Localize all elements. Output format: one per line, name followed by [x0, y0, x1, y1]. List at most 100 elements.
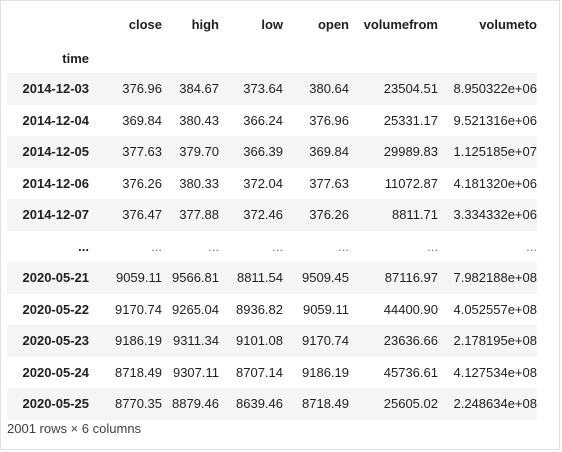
- column-header-close: close: [128, 16, 162, 32]
- cell-close: 377.63: [122, 144, 162, 160]
- table-row: 2020-05-25 8770.35 8879.46 8639.46 8718.49 25…: [7, 388, 537, 420]
- cell-low: 366.39: [243, 144, 283, 160]
- cell-volumeto: 4.127534e+08: [453, 364, 537, 380]
- cell-volumefrom: 29989.83: [383, 144, 438, 160]
- table-row: 2014-12-06 376.26 380.33 372.04 377.63 11072.…: [7, 167, 537, 199]
- row-index-cell: 2020-05-24: [22, 364, 90, 380]
- cell-low: 9101.08: [236, 333, 283, 349]
- cell-low: 8936.82: [236, 301, 283, 317]
- cell-open: 9170.74: [302, 333, 349, 349]
- cell-close: ...: [151, 238, 162, 254]
- table-row: 2020-05-22 9170.74 9265.04 8936.82 9059.11 44…: [7, 293, 537, 325]
- cell-high: 9311.34: [172, 333, 219, 349]
- cell-volumeto: 9.521316e+06: [453, 112, 537, 128]
- cell-high: 380.43: [179, 112, 219, 128]
- row-index-cell: 2020-05-23: [22, 333, 90, 349]
- cell-high: 9307.11: [172, 364, 219, 380]
- index-name-header: time: [62, 50, 89, 66]
- cell-low: 8811.54: [236, 270, 283, 286]
- cell-high: 384.67: [179, 81, 219, 97]
- table-shape-caption: 2001 rows × 6 columns: [7, 421, 142, 436]
- cell-volumefrom: 8811.71: [391, 207, 438, 223]
- cell-low: 372.04: [243, 175, 283, 191]
- cell-close: 9059.11: [115, 270, 162, 286]
- cell-volumefrom: 23504.51: [383, 81, 438, 97]
- cell-volumefrom: ...: [427, 238, 438, 254]
- column-header-open: open: [317, 16, 349, 32]
- table-body: 2014-12-03 376.96 384.67 373.64 380.64 23504.…: [7, 73, 537, 420]
- cell-high: ...: [208, 238, 219, 254]
- cell-open: 8718.49: [302, 396, 349, 412]
- cell-volumefrom: 25605.02: [383, 396, 438, 412]
- cell-open: 380.64: [309, 81, 349, 97]
- cell-volumefrom: 87116.97: [384, 270, 438, 286]
- cell-high: 379.70: [179, 144, 219, 160]
- cell-high: 377.88: [179, 207, 219, 223]
- cell-open: ...: [338, 238, 349, 254]
- cell-volumefrom: 23636.66: [383, 333, 438, 349]
- cell-high: 9265.04: [172, 301, 219, 317]
- cell-volumeto: 3.334332e+06: [453, 207, 537, 223]
- table-row: 2020-05-21 9059.11 9566.81 8811.54 9509.45 87…: [7, 262, 537, 294]
- cell-close: 376.47: [122, 207, 162, 223]
- ellipsis-row: .....................: [7, 230, 537, 262]
- row-index-cell: 2014-12-07: [22, 207, 90, 223]
- cell-open: 9059.11: [302, 301, 349, 317]
- cell-open: 377.63: [309, 175, 349, 191]
- cell-low: ...: [272, 238, 283, 254]
- cell-high: 8879.46: [172, 396, 219, 412]
- cell-volumeto: 2.248634e+08: [453, 396, 537, 412]
- table-row: 2020-05-23 9186.19 9311.34 9101.08 9170.74 23…: [7, 325, 537, 357]
- cell-open: 369.84: [309, 144, 349, 160]
- index-header-row: time: [7, 43, 537, 73]
- table-row: 2014-12-07 376.47 377.88 372.46 376.26 8811.7…: [7, 199, 537, 231]
- cell-open: 376.96: [309, 112, 349, 128]
- cell-high: 9566.81: [172, 270, 219, 286]
- cell-low: 373.64: [243, 81, 283, 97]
- row-index-cell: 2020-05-25: [22, 396, 90, 412]
- cell-volumeto: 8.950322e+06: [453, 81, 537, 97]
- cell-volumeto: 4.052557e+08: [453, 301, 537, 317]
- cell-low: 372.46: [243, 207, 283, 223]
- cell-volumefrom: 44400.90: [383, 301, 438, 317]
- cell-volumeto: 1.125185e+07: [453, 144, 537, 160]
- cell-open: 9509.45: [302, 270, 349, 286]
- cell-volumeto: 4.181320e+06: [453, 175, 537, 191]
- cell-volumefrom: 25331.17: [383, 112, 438, 128]
- column-header-row: close high low open volumefrom volumeto: [7, 5, 537, 43]
- row-index-cell: 2014-12-03: [22, 81, 90, 97]
- cell-close: 8718.49: [115, 364, 162, 380]
- row-index-cell: 2014-12-04: [22, 112, 90, 128]
- row-index-cell: 2020-05-21: [22, 270, 90, 286]
- cell-high: 380.33: [179, 175, 219, 191]
- row-index-cell: 2014-12-06: [22, 175, 90, 191]
- column-header-low: low: [261, 16, 283, 32]
- cell-volumeto: 2.178195e+08: [453, 333, 537, 349]
- cell-low: 8639.46: [236, 396, 283, 412]
- cell-volumeto: 7.982188e+08: [453, 270, 537, 286]
- table-row: 2014-12-03 376.96 384.67 373.64 380.64 23504.…: [7, 73, 537, 105]
- table-row: 2014-12-05 377.63 379.70 366.39 369.84 29989.…: [7, 136, 537, 168]
- table-row: 2014-12-04 369.84 380.43 366.24 376.96 25331.…: [7, 104, 537, 136]
- corner-header-cell: [7, 5, 89, 43]
- row-index-cell: ...: [78, 238, 89, 254]
- cell-close: 369.84: [122, 112, 162, 128]
- cell-close: 376.26: [122, 175, 162, 191]
- row-index-cell: 2020-05-22: [22, 301, 90, 317]
- cell-open: 9186.19: [302, 364, 349, 380]
- column-header-high: high: [191, 16, 219, 32]
- row-index-cell: 2014-12-05: [22, 144, 90, 160]
- cell-close: 9170.74: [115, 301, 162, 317]
- column-header-volumeto: volumeto: [479, 16, 537, 32]
- cell-close: 8770.35: [115, 396, 162, 412]
- cell-volumefrom: 45736.61: [383, 364, 438, 380]
- cell-low: 8707.14: [236, 364, 283, 380]
- dataframe-table: close high low open volumefrom volumeto …: [7, 5, 537, 420]
- cell-volumeto: ...: [526, 238, 537, 254]
- table-row: 2020-05-24 8718.49 9307.11 8707.14 9186.19 45…: [7, 356, 537, 388]
- cell-close: 376.96: [122, 81, 162, 97]
- cell-volumefrom: 11072.87: [384, 175, 438, 191]
- column-header-volumefrom: volumefrom: [363, 16, 438, 32]
- cell-open: 376.26: [309, 207, 349, 223]
